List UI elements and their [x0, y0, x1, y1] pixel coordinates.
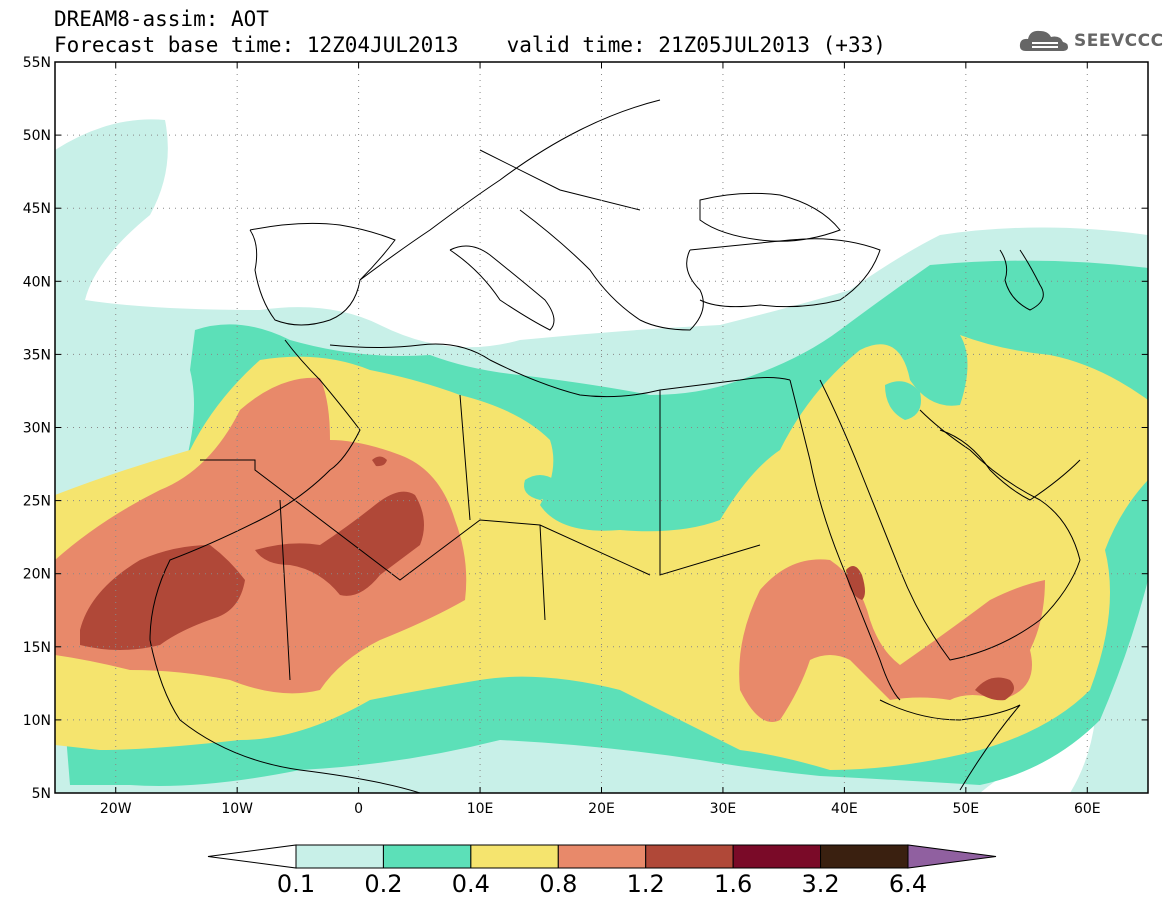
- colorbar-swatch: [820, 844, 909, 869]
- colorbar-swatch: [382, 844, 472, 869]
- aot-band-1.2-west: [80, 545, 245, 650]
- colorbar-label: 6.4: [888, 870, 928, 898]
- forecast-times: Forecast base time: 12Z04JUL2013 valid ti…: [54, 34, 886, 56]
- lon-label: 50E: [952, 801, 979, 817]
- aot-band-1.2-spot: [372, 456, 387, 467]
- coastlines: [149, 99, 1081, 793]
- colorbar-label: 1.6: [714, 870, 753, 898]
- lat-label: 45N: [23, 201, 51, 217]
- lon-label: 60E: [1074, 801, 1101, 817]
- colorbar-swatch: [470, 844, 559, 869]
- lon-label: 40E: [831, 801, 858, 817]
- coast-balkans: [519, 209, 704, 331]
- lat-label: 35N: [23, 347, 51, 363]
- border-europe: [359, 99, 661, 281]
- lat-label: 25N: [23, 494, 51, 510]
- lon-label: 30E: [710, 801, 737, 817]
- coast-caspian: [999, 249, 1044, 311]
- coast-arabia: [819, 379, 1081, 661]
- colorbar-under-triangle: [207, 844, 297, 869]
- aot-green-hole-2: [885, 381, 921, 420]
- aot-band-0.8-east: [739, 559, 1045, 722]
- lat-label: 55N: [23, 55, 51, 71]
- aot-band-1.2-yemen: [975, 677, 1014, 701]
- colorbar-label: 0.4: [451, 870, 490, 898]
- coast-turkey: [689, 238, 881, 308]
- coast-black-sea: [699, 192, 841, 242]
- aot-fields: [55, 119, 1148, 793]
- coast-nw-africa: [149, 339, 421, 793]
- colorbar-label: 0.2: [364, 870, 403, 898]
- graticule: [55, 62, 1148, 793]
- lat-label: 20N: [23, 567, 51, 583]
- lon-label: 20W: [100, 801, 132, 817]
- lon-label: 20E: [588, 801, 615, 817]
- colorbar-swatch: [295, 844, 384, 869]
- map-title: DREAM8-assim: AOT: [54, 7, 269, 31]
- lat-label: 50N: [23, 128, 51, 144]
- colorbar-label: 0.8: [539, 870, 578, 898]
- lon-label: 0: [354, 801, 363, 817]
- lon-label: 10E: [467, 801, 494, 817]
- colorbar-label: 1.2: [626, 870, 665, 898]
- aot-green-hole-1: [524, 475, 556, 500]
- colorbar-swatch: [732, 844, 822, 869]
- colorbar-swatch: [645, 844, 734, 869]
- coast-iberia: [249, 222, 396, 326]
- coast-north-africa: [329, 343, 791, 398]
- seevccc-logo: SEEVCCC: [1018, 27, 1164, 55]
- colorbar-label: 3.2: [801, 870, 840, 898]
- colorbar-over-triangle: [907, 844, 997, 869]
- coast-italy: [449, 245, 555, 331]
- colorbar-swatch: [557, 844, 647, 869]
- longitude-labels: 20W 10W 0 10E 20E 30E 40E 50E 60E: [100, 62, 1101, 817]
- aot-band-1.2-red-sea: [846, 566, 865, 600]
- lat-label: 30N: [23, 421, 51, 437]
- lon-label: 10W: [221, 801, 253, 817]
- valid-time: valid time: 21Z05JUL2013 (+33): [506, 33, 886, 57]
- lat-label: 15N: [23, 640, 51, 656]
- coast-persian-gulf: [939, 429, 1081, 501]
- lat-label: 10N: [23, 713, 51, 729]
- border-sahara-2: [279, 390, 761, 681]
- aot-band-1.2-central: [255, 491, 424, 596]
- cloud-icon: [1019, 30, 1068, 51]
- latitude-labels: 55N 50N 45N 40N 35N 30N 25N 20N 15N 10N 5N: [23, 55, 1148, 802]
- colorbar: [207, 844, 997, 869]
- logo-text: SEEVCCC: [1074, 31, 1164, 51]
- lat-label: 40N: [23, 274, 51, 290]
- coast-red-sea: [789, 379, 901, 701]
- coast-horn-africa: [879, 699, 1021, 791]
- base-time: Forecast base time: 12Z04JUL2013: [54, 33, 459, 57]
- lat-label: 5N: [32, 786, 51, 802]
- colorbar-label: 0.1: [276, 870, 316, 898]
